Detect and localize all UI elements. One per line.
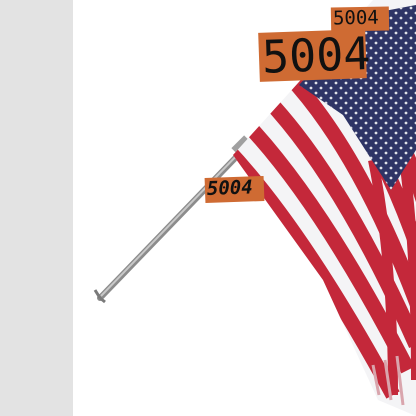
flag-fringe xyxy=(371,355,405,406)
flag-canton xyxy=(299,5,416,190)
gray-side-panel xyxy=(0,0,73,416)
flag-pole xyxy=(93,135,253,304)
number-label-large: 5004 xyxy=(258,27,371,84)
number-label-pole: 5004 xyxy=(204,175,265,204)
